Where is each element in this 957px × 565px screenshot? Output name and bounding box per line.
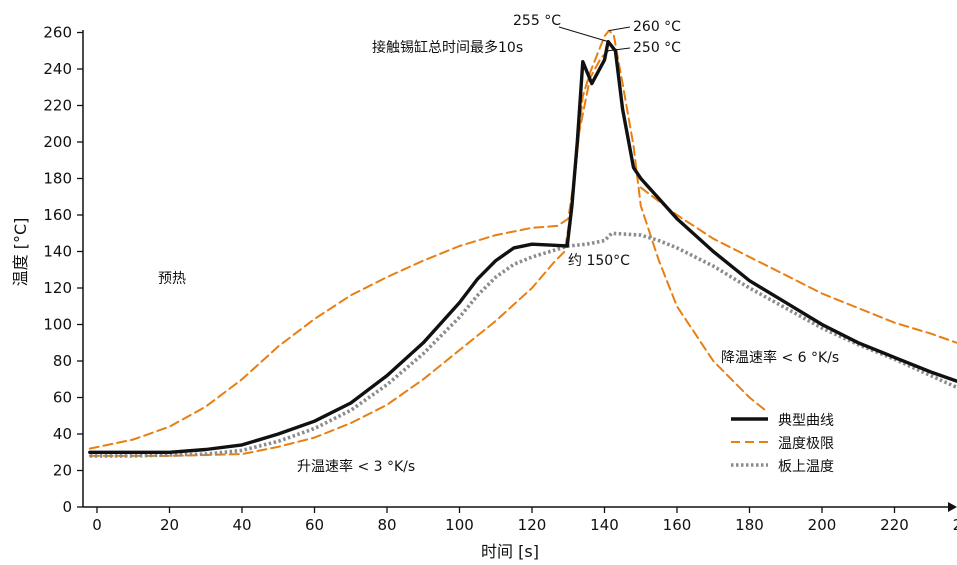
y-tick-label: 160 [43, 206, 72, 224]
y-ticks: 0 20 40 60 80 100 120 140 160 180 200 220 240 260 [43, 24, 83, 516]
x-tick-label: 80 [377, 516, 396, 534]
series-line-typical [88, 39, 957, 454]
annotation-label: 预热 [158, 271, 186, 287]
x-axis-title: 时间 [s] [481, 542, 539, 561]
x-tick-label: 100 [445, 516, 474, 534]
series-line-board [89, 231, 957, 458]
legend-label: 典型曲线 [778, 413, 834, 429]
y-tick-label: 220 [43, 97, 72, 115]
x-tick-label: 200 [808, 516, 837, 534]
annotations: 255 °C 260 °C 250 °C 接触锡缸总时间最多10s 预热 约 150°C 降… [158, 13, 839, 475]
x-tick-label: 180 [735, 516, 764, 534]
x-tick-label: 160 [663, 516, 692, 534]
annotation-label: 升温速率 < 3 °K/s [297, 458, 415, 475]
y-tick-label: 80 [53, 352, 72, 370]
annotation-label: 255 °C [513, 13, 561, 29]
x-tick-label: 120 [518, 516, 547, 534]
y-axis-title: 温度 [°C] [11, 218, 30, 287]
annotation-leader-line [558, 26, 609, 43]
x-tick-label: 240 [953, 516, 957, 534]
y-tick-label: 260 [43, 24, 72, 42]
y-tick-label: 0 [62, 498, 72, 516]
series-line-limit-3 [639, 186, 957, 344]
y-tick-label: 100 [43, 316, 72, 334]
annotation-leaders [558, 26, 631, 52]
annotation-label: 降温速率 < 6 °K/s [721, 349, 839, 366]
annotation-leader-line [608, 26, 631, 32]
annotation-label: 接触锡缸总时间最多10s [372, 39, 523, 56]
annotation-label: 260 °C [633, 19, 681, 35]
annotation-label: 250 °C [633, 40, 681, 56]
x-tick-label: 40 [232, 516, 251, 534]
legend-label: 板上温度 [778, 459, 834, 475]
series-layer [88, 29, 957, 458]
series-line-limit-1 [88, 29, 769, 450]
annotation-leader-line [608, 47, 631, 52]
x-tick-label: 0 [92, 516, 102, 534]
y-tick-label: 200 [43, 133, 72, 151]
x-tick-label: 20 [160, 516, 179, 534]
x-tick-label: 220 [880, 516, 909, 534]
x-tick-label: 60 [305, 516, 324, 534]
y-tick-label: 240 [43, 60, 72, 78]
annotation-label: 约 150°C [568, 253, 630, 269]
y-tick-label: 140 [43, 243, 72, 261]
y-tick-label: 120 [43, 279, 72, 297]
x-tick-label: 140 [590, 516, 619, 534]
y-tick-label: 60 [53, 389, 72, 407]
y-tick-label: 180 [43, 170, 72, 188]
x-axis-arrow [948, 502, 957, 512]
y-tick-label: 20 [53, 462, 72, 480]
legend-label: 温度极限 [778, 436, 834, 452]
series-line-limit-2 [88, 49, 610, 457]
y-tick-label: 40 [53, 425, 72, 443]
x-ticks: 0 20 40 60 80 100 120 140 160 180 200 220 240 [92, 507, 957, 534]
